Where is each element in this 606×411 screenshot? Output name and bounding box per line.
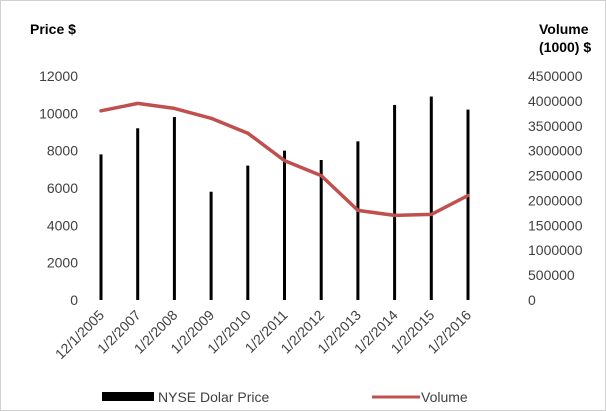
right-tick-label: 0 (528, 292, 536, 308)
left-tick-label: 10000 (39, 105, 78, 121)
price-bar (283, 150, 286, 300)
left-tick-label: 2000 (47, 255, 78, 271)
right-tick-label: 2000000 (528, 192, 583, 208)
left-tick-label: 4000 (47, 217, 78, 233)
price-bar (99, 154, 103, 300)
left-tick-label: 0 (70, 292, 78, 308)
legend-label-price: NYSE Dolar Price (158, 389, 269, 405)
right-tick-label: 4000000 (528, 93, 583, 109)
price-bar (356, 141, 360, 300)
right-tick-label: 4500000 (528, 68, 583, 84)
left-tick-label: 6000 (47, 180, 78, 196)
line-series (99, 101, 470, 218)
legend-label-volume: Volume (421, 389, 468, 405)
right-tick-label: 3500000 (528, 118, 583, 134)
right-tick-label: 3000000 (528, 143, 583, 159)
price-bar (136, 128, 140, 300)
price-bar (319, 160, 323, 300)
price-bar (209, 191, 213, 300)
right-axis-title-line1: Volume (539, 21, 589, 37)
right-tick-label: 1000000 (528, 242, 583, 258)
left-tick-label: 12000 (39, 68, 78, 84)
right-tick-label: 1500000 (528, 217, 583, 233)
price-bar (466, 109, 470, 300)
right-axis-ticks: 0 500000 1000000 1500000 2000000 2500000 30000… (528, 68, 583, 308)
legend-swatch-price (102, 392, 154, 401)
price-bar (172, 117, 176, 300)
price-bar (429, 96, 433, 301)
bar-series (99, 96, 470, 301)
right-axis-title-line2: (1000) $ (539, 39, 591, 55)
price-bar (246, 165, 250, 300)
legend: NYSE Dolar Price Volume (102, 389, 468, 405)
right-tick-label: 500000 (528, 267, 575, 283)
left-axis-ticks: 0 2000 4000 6000 8000 10000 12000 (39, 68, 78, 308)
volume-line (99, 101, 470, 218)
left-axis-title: Price $ (30, 21, 76, 37)
left-tick-label: 8000 (47, 143, 78, 159)
price-bar (393, 104, 397, 300)
right-tick-label: 2500000 (528, 168, 583, 184)
